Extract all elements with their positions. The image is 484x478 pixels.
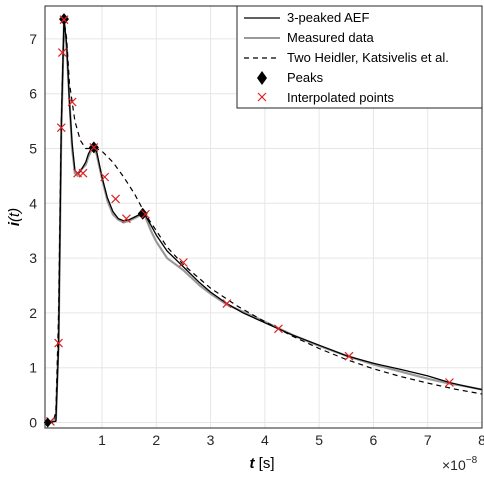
x-tick-6: 7 (424, 432, 432, 448)
interp-marker-1 (54, 338, 63, 348)
legend-label-interp: Interpolated points (287, 90, 394, 105)
y-tick-4: 4 (29, 195, 37, 211)
x-tick-5: 6 (370, 432, 378, 448)
legend-swatch-interp (257, 92, 267, 102)
y-tick-6: 6 (29, 86, 37, 102)
x-tick-0: 1 (98, 432, 106, 448)
y-tick-1: 1 (29, 360, 37, 376)
interp-marker-9 (100, 172, 110, 182)
series-line-aef (47, 18, 483, 424)
x-tick-2: 3 (207, 432, 215, 448)
peak-marker-2 (137, 207, 148, 220)
legend-label-aef: 3-peaked AEF (287, 10, 369, 25)
x-tick-1: 2 (152, 432, 160, 448)
legend-box (236, 5, 483, 109)
interp-marker-13 (179, 258, 188, 267)
legend-label-peaks: Peaks (287, 70, 324, 85)
y-tick-3: 3 (29, 250, 37, 266)
legend-swatch-peaks (257, 71, 267, 85)
y-tick-5: 5 (29, 140, 37, 156)
x-tick-7: 8 (478, 432, 484, 448)
interp-marker-11 (122, 214, 131, 224)
markers (43, 13, 454, 428)
y-tick-0: 0 (29, 415, 37, 431)
x-exponent-label: ×10−8 (442, 455, 478, 473)
interp-marker-15 (274, 324, 283, 334)
interp-marker-4 (59, 15, 69, 25)
y-tick-labels: 0 1 2 3 4 5 6 7 (29, 31, 37, 431)
legend-label-heidler: Two Heidler, Katsivelis et al. (287, 50, 449, 65)
y-tick-7: 7 (29, 31, 37, 47)
y-tick-2: 2 (29, 305, 37, 321)
x-tick-labels: 1 2 3 4 5 6 7 8 (98, 432, 484, 448)
x-tick-3: 4 (261, 432, 269, 448)
x-axis-label: t [s] (249, 455, 274, 472)
interp-marker-3 (57, 48, 67, 58)
interp-marker-14 (222, 299, 232, 309)
interp-marker-17 (445, 378, 454, 387)
legend: 3-peaked AEF Measured data Two Heidler, … (236, 5, 483, 109)
y-axis-label: i(t) (6, 208, 23, 226)
interp-marker-8 (89, 142, 99, 152)
x-tick-4: 5 (315, 432, 323, 448)
legend-label-measured: Measured data (287, 30, 374, 45)
interp-marker-2 (56, 123, 66, 133)
interp-marker-12 (141, 209, 150, 219)
origin-marker (43, 417, 52, 428)
interp-marker-5 (67, 97, 77, 107)
interp-marker-10 (111, 194, 120, 204)
interp-marker-7 (78, 168, 88, 178)
interp-marker-16 (344, 351, 354, 361)
